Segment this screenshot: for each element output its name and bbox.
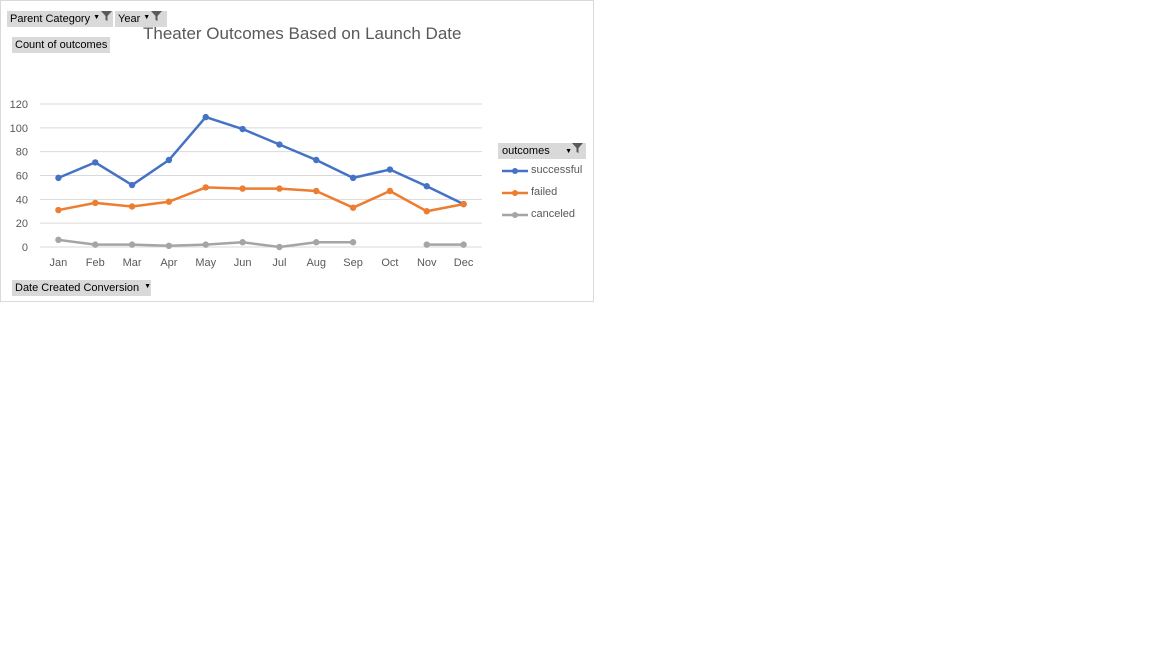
legend-item-successful[interactable]: successful	[498, 159, 586, 181]
legend-marker-failed	[502, 190, 528, 196]
year-filter-button[interactable]: Year ▼	[115, 11, 167, 27]
filter-icon	[101, 10, 113, 26]
series-failed	[55, 184, 467, 215]
data-point-successful[interactable]	[276, 141, 283, 148]
parent-category-label: Parent Category	[10, 13, 91, 25]
filter-icon	[151, 10, 163, 26]
legend-field-label: outcomes	[502, 145, 550, 157]
y-tick-label: 120	[10, 99, 28, 111]
y-tick-label: 20	[16, 218, 28, 230]
pivot-chart[interactable]: Parent Category ▼ Year ▼ Count of outcomes…	[0, 0, 594, 302]
data-point-failed[interactable]	[128, 203, 136, 210]
values-field-button[interactable]: Count of outcomes	[12, 37, 111, 53]
dropdown-arrow-icon: ▼	[93, 14, 101, 22]
data-point-canceled[interactable]	[55, 236, 62, 244]
data-point-failed[interactable]	[202, 184, 209, 191]
data-point-failed[interactable]	[165, 198, 173, 205]
series-lines	[55, 113, 467, 251]
data-point-failed[interactable]	[460, 200, 467, 208]
data-point-canceled[interactable]	[423, 241, 430, 248]
chart-title: Theater Outcomes Based on Launch Date	[143, 24, 462, 43]
data-point-canceled[interactable]	[128, 241, 136, 248]
data-point-successful[interactable]	[423, 183, 430, 190]
data-point-canceled[interactable]	[202, 241, 209, 248]
parent-category-filter-button[interactable]: Parent Category ▼	[7, 11, 113, 27]
data-point-canceled[interactable]	[92, 241, 99, 248]
data-point-failed[interactable]	[313, 187, 320, 195]
data-point-successful[interactable]	[165, 156, 173, 164]
x-tick-label: Jul	[272, 257, 286, 269]
data-point-failed[interactable]	[349, 204, 357, 211]
data-point-successful[interactable]	[349, 174, 357, 182]
legend: outcomes ▼ successful failed canceled	[498, 143, 586, 225]
year-label: Year	[118, 13, 141, 25]
axis-field-label: Date Created Conversion	[15, 282, 140, 294]
data-point-successful[interactable]	[128, 181, 136, 189]
data-point-successful[interactable]	[386, 166, 394, 173]
data-point-successful[interactable]	[239, 125, 246, 133]
series-canceled	[55, 236, 467, 251]
legend-item-canceled[interactable]: canceled	[498, 203, 586, 225]
data-point-successful[interactable]	[202, 113, 209, 121]
legend-label-failed: failed	[531, 186, 558, 198]
dropdown-arrow-icon: ▼	[565, 148, 572, 155]
x-tick-label: Jan	[50, 257, 68, 269]
series-line-failed	[58, 186, 464, 213]
gridlines	[40, 103, 482, 248]
legend-label-canceled: canceled	[531, 208, 576, 220]
legend-marker-successful	[502, 168, 528, 174]
data-point-canceled[interactable]	[276, 243, 283, 251]
x-tick-label: Nov	[417, 257, 437, 269]
x-tick-label: Mar	[123, 257, 142, 269]
x-tick-label: Apr	[160, 257, 177, 269]
y-tick-label: 40	[16, 194, 28, 206]
data-point-successful[interactable]	[313, 156, 320, 164]
dropdown-arrow-icon: ▼	[143, 14, 151, 22]
x-tick-label: Oct	[381, 257, 398, 269]
y-tick-label: 80	[16, 147, 28, 159]
y-axis-ticks: 0 20 40 60 80 100 120	[10, 99, 28, 254]
y-tick-label: 0	[22, 242, 28, 254]
data-point-successful[interactable]	[55, 174, 62, 182]
data-point-failed[interactable]	[276, 185, 283, 192]
filter-icon	[572, 142, 583, 158]
data-point-canceled[interactable]	[239, 239, 246, 246]
data-point-failed[interactable]	[386, 187, 394, 195]
x-axis-ticks: Jan Feb Mar Apr May Jun Jul Aug Sep Oct Nov Dec	[50, 257, 474, 269]
x-tick-label: May	[195, 257, 216, 269]
y-tick-label: 60	[16, 171, 28, 183]
axis-field-button[interactable]: Date Created Conversion ▼	[12, 280, 151, 296]
outcomes-legend-filter-button[interactable]: outcomes ▼	[498, 143, 586, 159]
series-line-successful	[57, 115, 465, 206]
x-tick-label: Feb	[86, 257, 105, 269]
data-point-failed[interactable]	[55, 206, 62, 214]
values-field-label: Count of outcomes	[15, 39, 108, 51]
x-tick-label: Jun	[234, 257, 252, 269]
data-point-failed[interactable]	[239, 185, 246, 192]
legend-item-failed[interactable]: failed	[498, 181, 586, 203]
data-point-failed[interactable]	[423, 208, 430, 215]
data-point-canceled[interactable]	[349, 239, 357, 246]
x-tick-label: Dec	[454, 257, 474, 269]
dropdown-arrow-icon: ▼	[144, 283, 152, 291]
legend-marker-canceled	[502, 212, 528, 218]
plot-area: 0 20 40 60 80 100 120 Jan Feb Mar Apr May Jun Jul Aug…	[10, 99, 482, 269]
legend-label-successful: successful	[531, 164, 583, 176]
data-point-failed[interactable]	[92, 199, 99, 207]
y-tick-label: 100	[10, 123, 28, 135]
data-point-successful[interactable]	[92, 159, 99, 166]
data-point-canceled[interactable]	[165, 242, 173, 250]
x-tick-label: Sep	[343, 257, 363, 269]
x-tick-label: Aug	[306, 257, 326, 269]
data-point-canceled[interactable]	[313, 239, 320, 246]
data-point-canceled[interactable]	[460, 241, 467, 248]
